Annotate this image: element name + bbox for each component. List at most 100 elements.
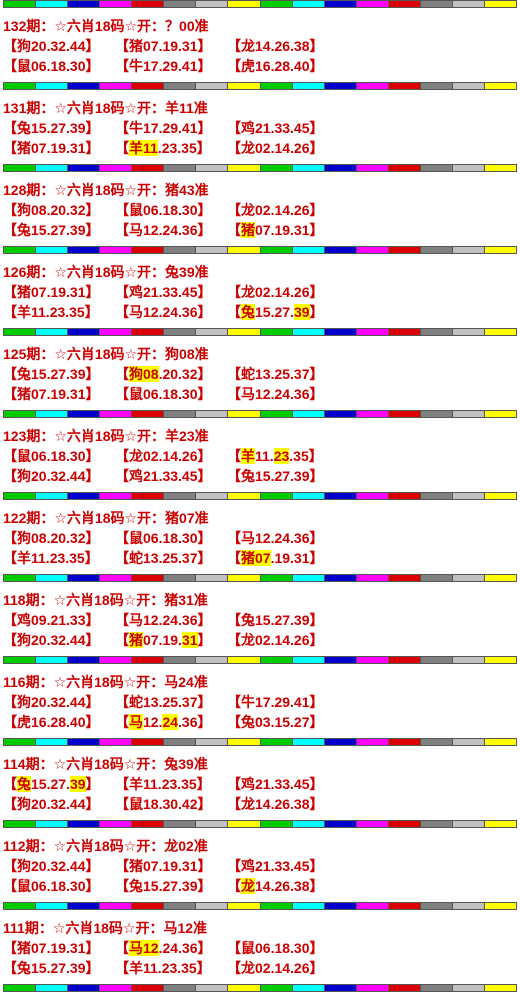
- separator-segment: [36, 985, 69, 991]
- separator-segment: [356, 247, 389, 253]
- separator-segment: [164, 575, 197, 581]
- hit-highlight: 兔: [17, 776, 31, 792]
- group-text: 【兔15.27.39】: [227, 612, 324, 628]
- separator-segment: [4, 575, 37, 581]
- group-text: 【虎16.28.40】: [3, 714, 100, 730]
- zodiac-number-group: 【狗20.32.44】: [3, 856, 115, 876]
- separator-segment: [68, 493, 101, 499]
- group-text: 【鼠06.18.30】: [3, 448, 100, 464]
- group-text: .24.36】: [158, 940, 212, 956]
- separator-segment: [452, 821, 485, 827]
- group-text: 【鸡09.21.33】: [3, 612, 100, 628]
- zodiac-number-group: 【兔15.27.39】: [115, 876, 227, 896]
- group-text: 【龙02.14.26】: [115, 448, 212, 464]
- zodiac-number-group: 【狗20.32.44】: [3, 630, 115, 650]
- separator-segment: [292, 493, 325, 499]
- separator-segment: [100, 575, 133, 581]
- separator-segment: [36, 739, 69, 745]
- zodiac-number-group: 【猪07.19.31】: [227, 548, 339, 568]
- number-row: 【狗08.20.32】 【鼠06.18.30】 【龙02.14.26】: [3, 200, 520, 220]
- separator-segment: [228, 821, 261, 827]
- number-row: 【狗20.32.44】 【猪07.19.31】 【龙02.14.26】: [3, 630, 520, 650]
- separator-segment: [100, 657, 133, 663]
- number-row: 【兔15.27.39】 【狗08.20.32】 【蛇13.25.37】: [3, 364, 520, 384]
- group-text: 15.27.: [255, 304, 294, 320]
- separator-segment: [324, 411, 357, 417]
- separator-segment: [324, 821, 357, 827]
- separator-segment: [356, 575, 389, 581]
- group-text: 【鼠06.18.30】: [227, 940, 324, 956]
- separator-segment: [324, 657, 357, 663]
- group-text: 【马12.24.36】: [227, 386, 324, 402]
- separator-segment: [228, 903, 261, 909]
- number-row: 【兔15.27.39】 【羊11.23.35】 【龙02.14.26】: [3, 958, 520, 978]
- separator-segment: [324, 985, 357, 991]
- group-text: 【狗20.32.44】: [3, 632, 100, 648]
- group-text: 12.: [143, 714, 163, 730]
- separator-segment: [484, 493, 516, 499]
- color-separator-bar: [3, 410, 517, 418]
- separator-segment: [100, 739, 133, 745]
- separator-segment: [420, 165, 453, 171]
- zodiac-number-group: 【兔15.27.39】: [227, 466, 339, 486]
- zodiac-number-group: 【猪07.19.31】: [115, 36, 227, 56]
- zodiac-number-group: 【鸡21.33.45】: [115, 466, 227, 486]
- group-text: 07.19.: [143, 632, 182, 648]
- separator-segment: [356, 165, 389, 171]
- separator-segment: [132, 83, 165, 89]
- group-text: .23.35】: [157, 140, 211, 156]
- group-text: 【: [227, 222, 241, 238]
- separator-segment: [4, 165, 37, 171]
- separator-segment: [164, 165, 197, 171]
- zodiac-number-group: 【马12.24.36】: [115, 938, 227, 958]
- separator-segment: [100, 985, 133, 991]
- group-text: 【猪07.19.31】: [3, 284, 100, 300]
- group-text: 【龙14.26.38】: [227, 38, 324, 54]
- zodiac-number-group: 【兔15.27.39】: [227, 610, 339, 630]
- group-text: 【兔15.27.39】: [3, 366, 100, 382]
- separator-segment: [484, 903, 516, 909]
- color-separator-bar: [3, 820, 517, 828]
- group-text: 【鸡21.33.45】: [115, 468, 212, 484]
- color-separator-bar: [3, 738, 517, 746]
- separator-segment: [4, 1, 37, 7]
- separator-segment: [196, 657, 229, 663]
- group-text: 【鸡21.33.45】: [227, 858, 324, 874]
- separator-segment: [356, 903, 389, 909]
- group-text: 【龙02.14.26】: [227, 140, 324, 156]
- number-row: 【鼠06.18.30】 【兔15.27.39】 【龙14.26.38】: [3, 876, 520, 896]
- separator-segment: [420, 493, 453, 499]
- zodiac-number-group: 【龙14.26.38】: [227, 876, 339, 896]
- separator-segment: [292, 821, 325, 827]
- zodiac-number-group: 【牛17.29.41】: [115, 56, 227, 76]
- group-text: 【龙14.26.38】: [227, 796, 324, 812]
- zodiac-number-group: 【龙14.26.38】: [227, 36, 339, 56]
- separator-segment: [228, 739, 261, 745]
- separator-segment: [452, 657, 485, 663]
- zodiac-number-group: 【兔15.27.39】: [3, 118, 115, 138]
- hit-highlight: 24: [162, 714, 179, 730]
- group-text: 【龙02.14.26】: [227, 960, 324, 976]
- separator-segment: [100, 821, 133, 827]
- group-text: 【: [227, 448, 241, 464]
- separator-segment: [36, 493, 69, 499]
- separator-segment: [292, 575, 325, 581]
- color-separator-bar: [3, 656, 517, 664]
- period-block: 118期：☆六肖18码☆开：猪31准 【鸡09.21.33】 【马12.24.36】…: [0, 582, 520, 656]
- period-block: 132期：☆六肖18码☆开：？00准 【狗20.32.44】 【猪07.19.31】…: [0, 8, 520, 82]
- separator-segment: [4, 985, 37, 991]
- separator-segment: [4, 83, 37, 89]
- group-text: 【狗20.32.44】: [3, 858, 100, 874]
- separator-segment: [292, 1, 325, 7]
- period-title: 131期：☆六肖18码☆开：羊11准: [3, 100, 208, 116]
- separator-segment: [196, 739, 229, 745]
- color-separator-bar: [3, 574, 517, 582]
- zodiac-number-group: 【猪07.19.31】: [115, 856, 227, 876]
- group-text: 【: [115, 632, 129, 648]
- period-title: 125期：☆六肖18码☆开：狗08准: [3, 346, 209, 362]
- separator-segment: [132, 247, 165, 253]
- group-text: 【: [227, 550, 241, 566]
- separator-segment: [132, 411, 165, 417]
- group-text: 【蛇13.25.37】: [227, 366, 324, 382]
- separator-segment: [4, 821, 37, 827]
